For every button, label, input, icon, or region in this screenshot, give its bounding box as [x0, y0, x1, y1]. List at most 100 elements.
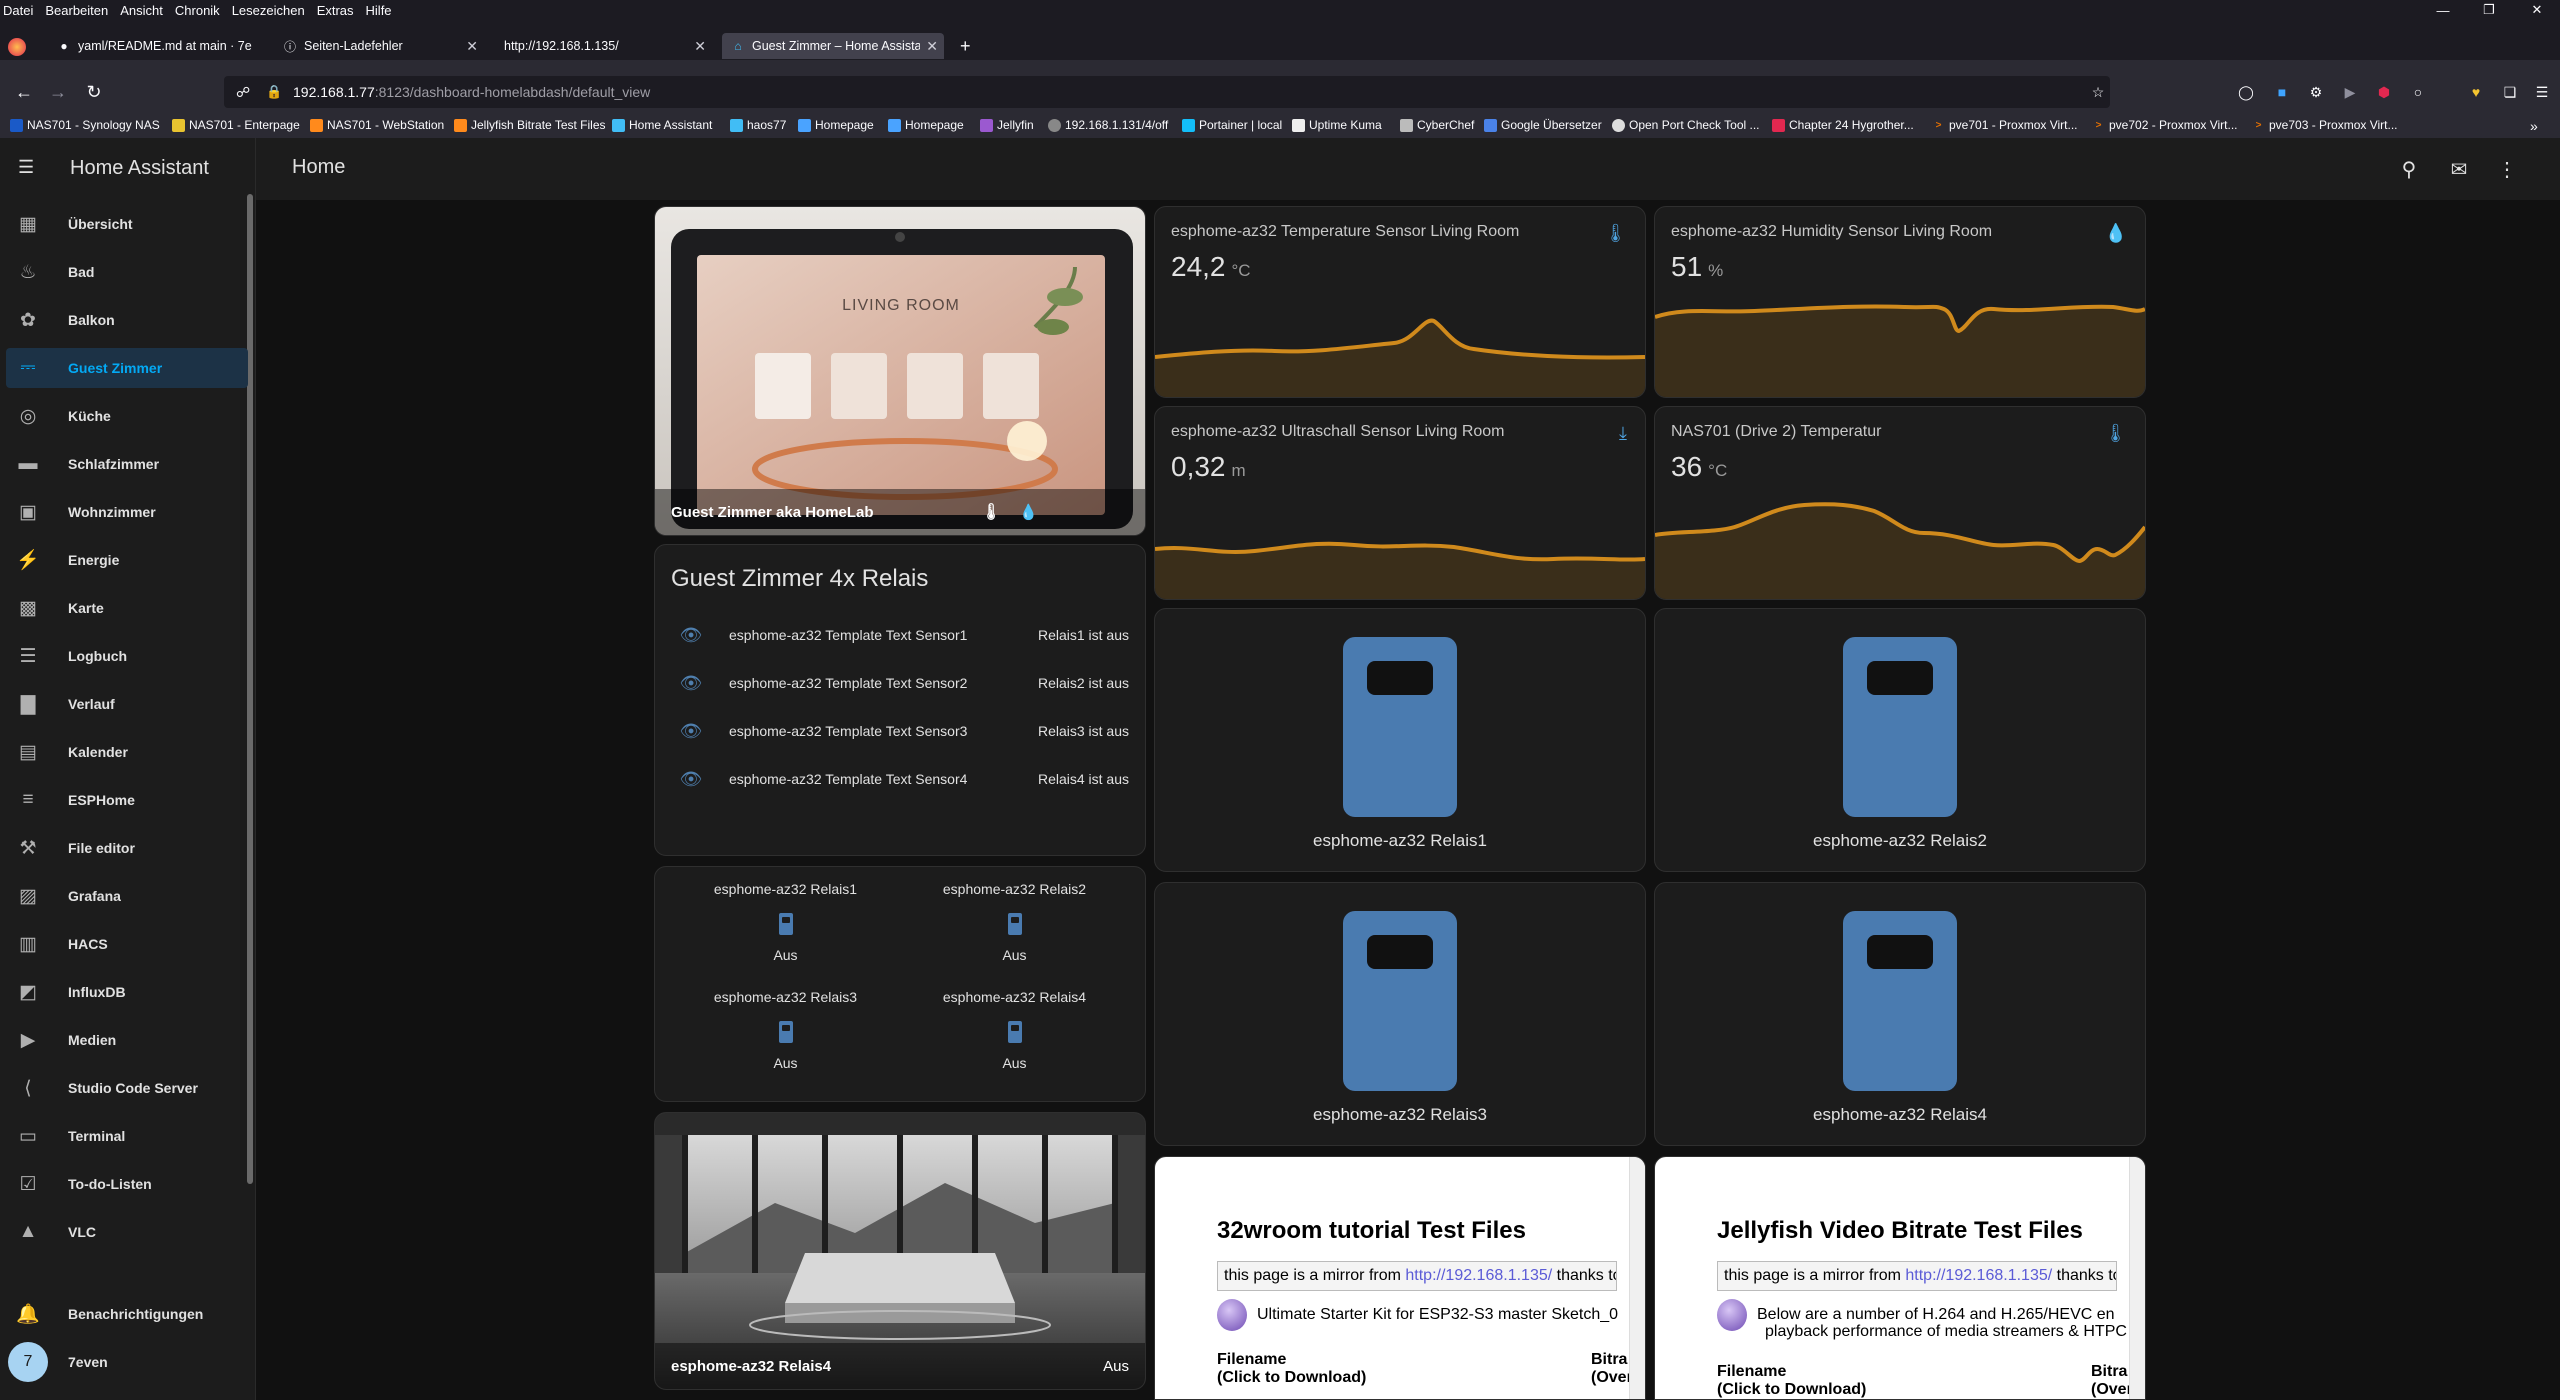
bookmark-item[interactable]: Portainer | local: [1182, 118, 1282, 132]
sidebar-item-balkon[interactable]: ✿ Balkon: [6, 300, 248, 340]
sidebar-item-grafana[interactable]: ▨ Grafana: [6, 876, 248, 916]
assist-chat-icon[interactable]: ✉: [2450, 158, 2468, 181]
sidebar-item-verlauf[interactable]: ▇ Verlauf: [6, 684, 248, 724]
tab-guest-zimmer[interactable]: ⌂ Guest Zimmer – Home Assistan ✕: [722, 33, 944, 59]
close-window-button[interactable]: ✕: [2531, 2, 2543, 17]
iframe-card-jellyfish[interactable]: Jellyfish Video Bitrate Test Files this …: [1654, 1156, 2146, 1400]
menu-extras[interactable]: Extras: [316, 2, 354, 18]
bookmark-item[interactable]: > pve703 - Proxmox Virt...: [2252, 118, 2398, 132]
sidebar-item-vlc[interactable]: ▲ VLC: [6, 1212, 248, 1252]
extension-icon[interactable]: ○: [2413, 84, 2423, 100]
extensions-puzzle-icon[interactable]: ❏: [2503, 83, 2517, 100]
bookmark-item[interactable]: Open Port Check Tool ...: [1612, 118, 1760, 132]
reload-icon[interactable]: ↻: [86, 81, 102, 102]
mirror-link[interactable]: http://192.168.1.135/: [1905, 1267, 2053, 1284]
lock-icon[interactable]: 🔒: [266, 84, 283, 99]
tab-github[interactable]: ● yaml/README.md at main · 7e: [48, 33, 268, 59]
bookmark-item[interactable]: Chapter 24 Hygrother...: [1772, 118, 1914, 132]
bookmark-item[interactable]: Google Übersetzer: [1484, 118, 1602, 132]
extension-s-icon[interactable]: ■: [2277, 84, 2287, 100]
glance-item-relais2[interactable]: esphome-az32 Relais2 Aus: [900, 881, 1129, 963]
bookmark-star-icon[interactable]: ☆: [2091, 83, 2105, 100]
menu-bearbeiten[interactable]: Bearbeiten: [45, 2, 109, 18]
sidebar-scrollbar[interactable]: [247, 194, 253, 1184]
glance-item-relais1[interactable]: esphome-az32 Relais1 Aus: [671, 881, 900, 963]
bookmark-item[interactable]: CyberChef: [1400, 118, 1474, 132]
firefox-menu-icon[interactable]: [8, 38, 26, 56]
extension-badge-icon[interactable]: ♥: [2471, 84, 2481, 100]
sidebar-item-wohnzimmer[interactable]: ▣ Wohnzimmer: [6, 492, 248, 532]
sidebar-item-guest-zimmer[interactable]: ⎓ Guest Zimmer: [6, 348, 248, 388]
sidebar-item-hacs[interactable]: ▥ HACS: [6, 924, 248, 964]
entity-row[interactable]: 👁 esphome-az32 Template Text Sensor1 Rel…: [671, 617, 1129, 653]
tab-close-icon[interactable]: ✕: [466, 37, 478, 54]
bookmark-item[interactable]: NAS701 - Synology NAS: [10, 118, 160, 132]
button-card-relais2[interactable]: esphome-az32 Relais2: [1654, 608, 2146, 872]
sidebar-item-profile[interactable]: 7 7even: [6, 1342, 248, 1382]
menu-icon[interactable]: ☰: [18, 157, 35, 177]
entity-row[interactable]: 👁 esphome-az32 Template Text Sensor2 Rel…: [671, 665, 1129, 701]
new-tab-button[interactable]: +: [960, 35, 971, 56]
picture-entity-card[interactable]: esphome-az32 Relais4 Aus: [654, 1112, 1146, 1390]
menu-hilfe[interactable]: Hilfe: [365, 2, 392, 18]
tab-close-icon[interactable]: ✕: [926, 37, 938, 54]
bookmark-item[interactable]: > pve702 - Proxmox Virt...: [2092, 118, 2238, 132]
mirror-link[interactable]: http://192.168.1.135/: [1405, 1267, 1553, 1284]
bookmark-item[interactable]: NAS701 - Enterpage: [172, 118, 300, 132]
entity-row[interactable]: 👁 esphome-az32 Template Text Sensor3 Rel…: [671, 713, 1129, 749]
tab-load-error[interactable]: ⓘ Seiten-Ladefehler ✕: [274, 33, 484, 59]
sidebar-item-schlafzimmer[interactable]: ▬ Schlafzimmer: [6, 444, 248, 484]
sidebar-item-terminal[interactable]: ▭ Terminal: [6, 1116, 248, 1156]
water-icon[interactable]: 💧: [1019, 504, 1038, 521]
menu-lesezeichen[interactable]: Lesezeichen: [231, 2, 305, 18]
back-icon[interactable]: ←: [15, 81, 33, 102]
sidebar-item-energie[interactable]: ⚡ Energie: [6, 540, 248, 580]
sensor-card-temperature[interactable]: esphome-az32 Temperature Sensor Living R…: [1154, 206, 1646, 398]
ublock-icon[interactable]: ⬢: [2377, 83, 2391, 100]
extension-icon[interactable]: ▶: [2344, 83, 2356, 100]
sidebar-item-k-che[interactable]: ◎ Küche: [6, 396, 248, 436]
menu-ansicht[interactable]: Ansicht: [120, 2, 163, 18]
more-bookmarks-icon[interactable]: »: [2530, 118, 2538, 134]
bookmark-item[interactable]: haos77: [730, 118, 786, 132]
pocket-icon[interactable]: ◯: [2238, 83, 2254, 100]
bookmark-item[interactable]: Homepage: [798, 118, 874, 132]
restore-button[interactable]: ❐: [2483, 2, 2495, 17]
sidebar-item-studio-code-server[interactable]: ⟨ Studio Code Server: [6, 1068, 248, 1108]
forward-icon[interactable]: →: [49, 81, 67, 102]
sidebar-item-logbuch[interactable]: ☰ Logbuch: [6, 636, 248, 676]
thermometer-icon[interactable]: 🌡: [981, 504, 1002, 521]
iframe-scrollbar[interactable]: [2129, 1157, 2145, 1399]
sensor-card-humidity[interactable]: esphome-az32 Humidity Sensor Living Room…: [1654, 206, 2146, 398]
bookmark-item[interactable]: Jellyfin: [980, 118, 1034, 132]
sensor-card-ultrasonic[interactable]: esphome-az32 Ultraschall Sensor Living R…: [1154, 406, 1646, 600]
sidebar-item-bad[interactable]: ♨ Bad: [6, 252, 248, 292]
sidebar-item-esphome[interactable]: ≡ ESPHome: [6, 780, 248, 820]
menu-datei[interactable]: Datei: [3, 2, 34, 18]
url-bar[interactable]: [224, 76, 2110, 108]
minimize-button[interactable]: —: [2436, 2, 2450, 18]
button-card-relais3[interactable]: esphome-az32 Relais3: [1154, 882, 1646, 1146]
sidebar-item-influxdb[interactable]: ◩ InfluxDB: [6, 972, 248, 1012]
iframe-scrollbar[interactable]: [1629, 1157, 1645, 1399]
bookmark-item[interactable]: NAS701 - WebStation: [310, 118, 444, 132]
sidebar-item-karte[interactable]: ▩ Karte: [6, 588, 248, 628]
sidebar-item-to-do-listen[interactable]: ☑ To-do-Listen: [6, 1164, 248, 1204]
shield-icon[interactable]: ☍: [236, 84, 251, 100]
sensor-card-nas-temp[interactable]: NAS701 (Drive 2) Temperatur 36 °C 🌡: [1654, 406, 2146, 600]
button-card-relais1[interactable]: esphome-az32 Relais1: [1154, 608, 1646, 872]
sidebar-item-kalender[interactable]: ▤ Kalender: [6, 732, 248, 772]
tab-ip[interactable]: http://192.168.1.135/ ✕: [496, 33, 712, 59]
sidebar-item-medien[interactable]: ▶ Medien: [6, 1020, 248, 1060]
iframe-card-32wroom[interactable]: 32wroom tutorial Test Files this page is…: [1154, 1156, 1646, 1400]
extension-icon[interactable]: ⚙: [2309, 83, 2323, 100]
more-vert-icon[interactable]: ⋮: [2497, 158, 2517, 181]
entity-row[interactable]: 👁 esphome-az32 Template Text Sensor4 Rel…: [671, 761, 1129, 797]
glance-item-relais4[interactable]: esphome-az32 Relais4 Aus: [900, 989, 1129, 1071]
bookmark-item[interactable]: Homepage: [888, 118, 964, 132]
bookmark-item[interactable]: 192.168.1.131/4/off: [1048, 118, 1168, 132]
search-icon[interactable]: ⚲: [2401, 158, 2417, 181]
sidebar-item-file-editor[interactable]: ⚒ File editor: [6, 828, 248, 868]
tab-close-icon[interactable]: ✕: [694, 37, 706, 54]
bookmark-item[interactable]: Uptime Kuma: [1292, 118, 1382, 132]
